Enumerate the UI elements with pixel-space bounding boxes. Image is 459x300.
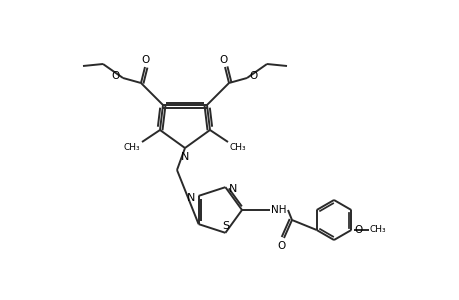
Text: N: N	[229, 184, 237, 194]
Text: CH₃: CH₃	[123, 142, 140, 152]
Text: N: N	[180, 152, 189, 162]
Text: O: O	[141, 55, 150, 65]
Text: CH₃: CH₃	[229, 142, 246, 152]
Text: CH₃: CH₃	[368, 226, 385, 235]
Text: O: O	[277, 241, 285, 251]
Text: N: N	[186, 193, 194, 203]
Text: O: O	[249, 71, 257, 81]
Text: S: S	[221, 221, 229, 231]
Text: NH: NH	[271, 205, 286, 215]
Text: O: O	[112, 71, 120, 81]
Text: O: O	[353, 225, 362, 235]
Text: O: O	[219, 55, 228, 65]
